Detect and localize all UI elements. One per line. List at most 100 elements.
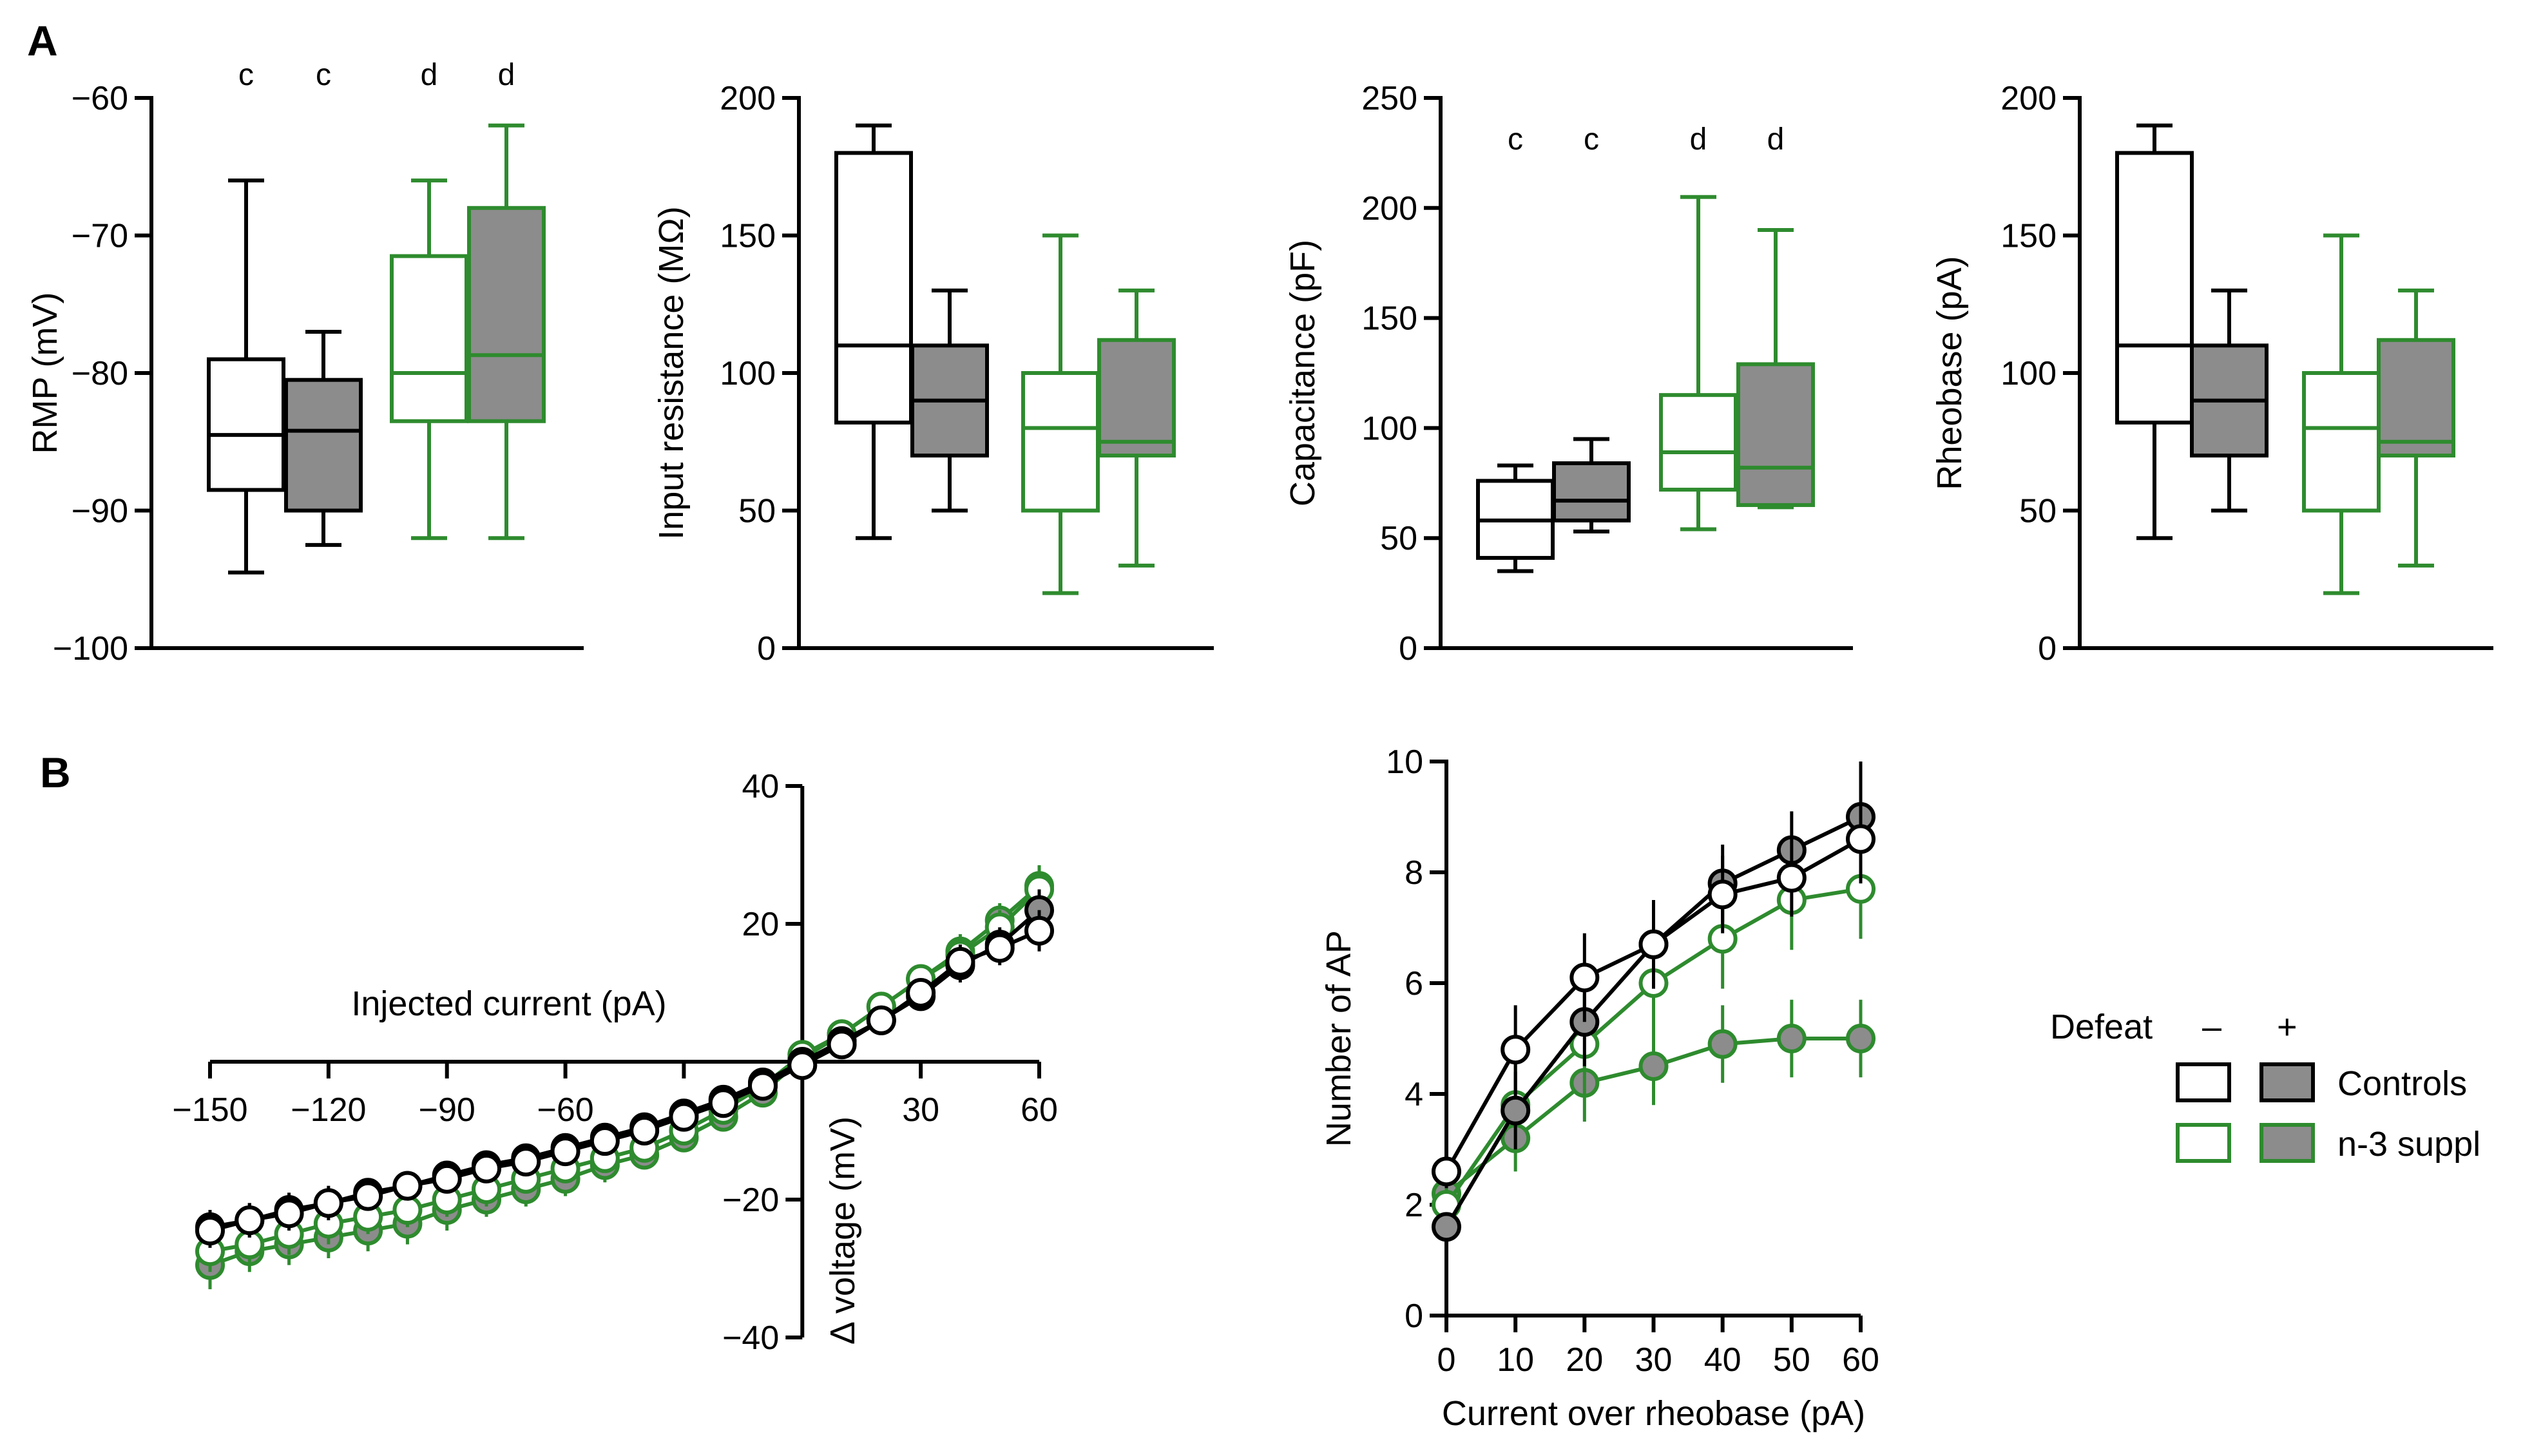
data-point — [1846, 824, 1875, 854]
iqr-box — [467, 206, 546, 423]
y-tick-label: 6 — [1405, 965, 1423, 1002]
y-tick-label: 2 — [1405, 1187, 1423, 1224]
legend-controls-filled-swatch — [2259, 1062, 2315, 1102]
y-tick-label: −90 — [72, 493, 128, 530]
significance-letter: d — [1767, 122, 1785, 157]
iqr-box — [1552, 461, 1631, 522]
data-point — [1776, 863, 1807, 893]
y-tick-label: 0 — [1405, 1298, 1423, 1335]
y-tick-label: 200 — [1361, 190, 1417, 227]
y-axis-title: Δ voltage (mV) — [823, 1116, 862, 1345]
data-point — [1707, 1029, 1738, 1059]
iqr-box — [2377, 338, 2455, 458]
box-2 — [2190, 288, 2269, 513]
data-point — [1707, 879, 1738, 910]
box-2 — [910, 288, 989, 513]
box-3 — [2302, 233, 2381, 595]
significance-letter: c — [1584, 122, 1599, 157]
box-2 — [284, 329, 363, 547]
data-point — [550, 1136, 580, 1167]
y-tick-label: −20 — [722, 1182, 779, 1219]
data-point — [669, 1102, 699, 1132]
x-tick-label: 60 — [1021, 1091, 1058, 1129]
data-point — [1024, 915, 1054, 946]
significance-letter: c — [238, 58, 254, 92]
data-point — [984, 933, 1015, 963]
y-tick-label: −100 — [53, 630, 128, 667]
x-tick-label: 50 — [1773, 1341, 1810, 1379]
data-point — [353, 1181, 383, 1211]
box-3 — [390, 178, 468, 541]
legend-n3-label: n-3 suppl — [2337, 1125, 2480, 1164]
iqr-box — [207, 357, 285, 492]
y-tick-label: 200 — [720, 80, 776, 117]
y-tick-label: 50 — [1380, 520, 1417, 557]
x-tick-label: −150 — [172, 1091, 247, 1129]
y-tick-label: −80 — [72, 355, 128, 392]
y-tick-label: −70 — [72, 218, 128, 255]
data-point — [511, 1147, 541, 1177]
box-1 — [1476, 463, 1555, 573]
data-point — [866, 1005, 896, 1035]
y-tick-label: 0 — [757, 630, 776, 667]
y-tick-label: 150 — [2000, 218, 2057, 255]
y-tick-label: 0 — [1399, 630, 1417, 667]
box-3 — [1021, 233, 1100, 595]
box-2 — [1552, 437, 1631, 533]
iqr-box — [834, 151, 913, 425]
x-axis-title: Current over rheobase (pA) — [1442, 1394, 1865, 1433]
series-4 — [1432, 794, 1875, 1189]
data-point — [432, 1164, 462, 1194]
box-4 — [2377, 288, 2455, 568]
series-line — [209, 908, 1041, 1229]
input-resistance-box-chart: 0 50 100 150 200 Input resistance (MΩ) — [652, 80, 1214, 667]
y-tick-label: 200 — [2000, 80, 2057, 117]
x-tick-label: 20 — [1566, 1341, 1603, 1379]
y-axis-title: Rheobase (pA) — [1930, 256, 1969, 490]
y-tick-label: 20 — [742, 906, 779, 943]
y-axis-title: RMP (mV) — [26, 292, 64, 454]
iqr-box — [2115, 151, 2194, 425]
ap-count-chart: 0 10 20 30 40 50 60 0 2 4 6 8 10 Current over rheobas… — [1319, 743, 1879, 1433]
y-tick-label: 40 — [742, 768, 779, 805]
box-1 — [834, 123, 913, 541]
data-point — [235, 1205, 265, 1236]
data-point — [1638, 1051, 1669, 1081]
data-point — [590, 1126, 620, 1156]
iqr-box — [284, 378, 363, 513]
y-tick-label: 0 — [2038, 630, 2057, 667]
data-point — [392, 1171, 423, 1201]
x-tick-label: −60 — [537, 1091, 593, 1129]
capacitance-box-chart: 0 50 100 150 200 250 Capacitance (pF) c c d d — [1283, 80, 1853, 667]
box-4 — [1097, 288, 1176, 568]
data-point — [1776, 1024, 1807, 1053]
legend: Defeat – + Controls n-3 suppl — [2050, 1008, 2480, 1164]
x-tick-label: 30 — [1635, 1341, 1673, 1379]
box-1 — [2115, 123, 2194, 541]
series-4 — [195, 910, 1054, 1248]
legend-plus-label: + — [2277, 1008, 2298, 1046]
data-point — [748, 1071, 778, 1101]
y-tick-label: −40 — [722, 1319, 779, 1357]
data-point — [1501, 1095, 1531, 1126]
y-tick-label: 50 — [738, 493, 776, 530]
panel-a-label: A — [27, 17, 58, 64]
x-axis-title: Injected current (pA) — [351, 984, 666, 1023]
legend-minus-label: – — [2202, 1008, 2221, 1046]
box-4 — [1736, 227, 1815, 510]
legend-controls-open-swatch — [2176, 1062, 2231, 1102]
iqr-box — [1736, 362, 1815, 507]
y-tick-label: 8 — [1405, 854, 1423, 892]
x-tick-label: 60 — [1842, 1341, 1879, 1379]
data-point — [1432, 1212, 1461, 1242]
significance-letter: d — [421, 58, 438, 92]
series-line — [209, 928, 1041, 1233]
panel-b-label: B — [40, 749, 71, 796]
iqr-box — [1097, 338, 1176, 458]
y-tick-label: 150 — [1361, 300, 1417, 338]
significance-letter: d — [1690, 122, 1707, 157]
x-tick-label: −90 — [419, 1091, 475, 1129]
legend-title: Defeat — [2050, 1008, 2153, 1046]
y-tick-label: 150 — [720, 218, 776, 255]
